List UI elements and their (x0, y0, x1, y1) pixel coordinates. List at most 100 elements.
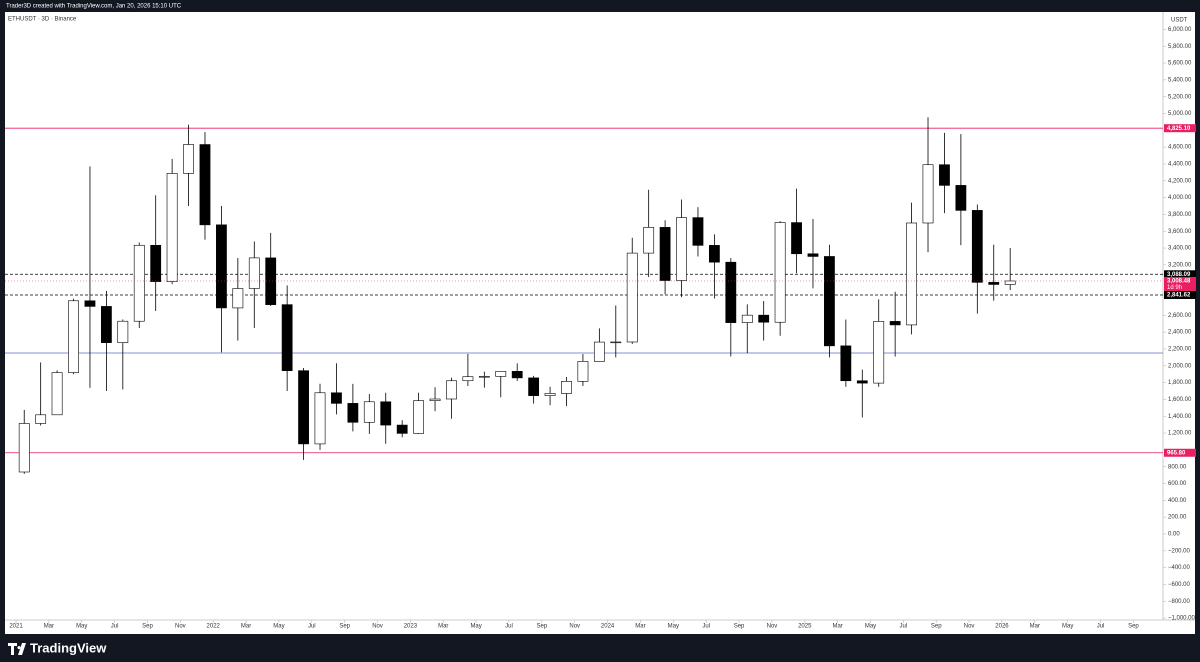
y-tick-label: 2,400.00 (1168, 330, 1192, 336)
candle-body (906, 222, 917, 326)
x-tick-label: Sep (339, 624, 350, 630)
candle-body (331, 392, 342, 404)
x-tick-label: Sep (1128, 624, 1139, 630)
candle-body (708, 245, 720, 263)
y-tick-label: −400.00 (1168, 565, 1191, 571)
y-tick-label: 1,600.00 (1168, 397, 1192, 403)
candle-body (133, 244, 145, 322)
candle-body (478, 376, 490, 378)
x-tick-label: Mar (438, 624, 448, 630)
candle-body (51, 372, 63, 416)
candle-body (774, 222, 786, 323)
y-tick-label: 3,800.00 (1168, 212, 1192, 218)
candle-body (873, 321, 885, 384)
candle-body (495, 371, 507, 377)
level-label: 965.80 (1167, 450, 1186, 456)
y-tick-label: 5,000.00 (1168, 111, 1192, 117)
candle-body (429, 398, 441, 401)
x-tick-label: Nov (372, 624, 383, 630)
x-tick-label: Jul (702, 624, 710, 630)
y-tick-label: 0.00 (1168, 532, 1180, 538)
y-tick-label: 2,600.00 (1168, 313, 1192, 319)
y-tick-label: −600.00 (1168, 582, 1191, 588)
x-tick-label: Jul (111, 624, 119, 630)
x-tick-label: May (1062, 624, 1073, 630)
candle-body (117, 320, 129, 343)
candle-body (939, 164, 950, 186)
y-tick-label: 400.00 (1168, 498, 1187, 504)
candle-body (725, 261, 737, 323)
candle-body (248, 257, 260, 289)
header: Trader3D created with TradingView.com, J… (6, 4, 182, 10)
candle-body (676, 217, 687, 281)
x-tick-label: 2024 (601, 624, 615, 630)
candle-body (281, 304, 293, 371)
candle-body (413, 400, 425, 434)
y-tick-label: 3,600.00 (1168, 229, 1192, 235)
x-tick-label: 2025 (798, 624, 812, 630)
candle-body (199, 144, 211, 226)
candle-body (1004, 280, 1016, 285)
x-tick-label: Sep (734, 624, 745, 630)
candle-body (741, 314, 753, 323)
level-label: 3,088.09 (1167, 272, 1191, 278)
level-label-bg (1164, 291, 1196, 300)
y-tick-label: −800.00 (1168, 599, 1191, 605)
candle-body (18, 423, 30, 473)
candle-body (511, 371, 523, 379)
candle-body (84, 300, 96, 307)
candle-body (314, 392, 326, 445)
y-tick-label: 5,200.00 (1168, 94, 1192, 100)
y-tick-label: 200.00 (1168, 515, 1187, 521)
x-tick-label: Mar (241, 624, 251, 630)
candle-body (988, 282, 1000, 285)
x-tick-label: 2023 (404, 624, 418, 630)
x-tick-label: May (668, 624, 679, 630)
x-tick-label: Jul (505, 624, 513, 630)
x-tick-label: Nov (569, 624, 580, 630)
y-tick-label: 2,200.00 (1168, 347, 1192, 353)
last-price-label: 3,008.48 (1167, 279, 1191, 285)
level-label: 2,841.62 (1167, 293, 1191, 299)
x-tick-label: Jul (900, 624, 908, 630)
candle-body (265, 257, 277, 305)
logo (8, 643, 26, 655)
x-tick-label: May (273, 624, 284, 630)
level-label-bg (1164, 270, 1196, 279)
x-tick-label: Mar (635, 624, 645, 630)
candle-body (462, 376, 474, 382)
candle-body (593, 341, 605, 362)
candle-body (150, 244, 162, 282)
candle-body (610, 341, 622, 344)
candle-body (856, 380, 868, 384)
y-tick-label: 4,200.00 (1168, 178, 1192, 184)
y-tick-label: 3,200.00 (1168, 262, 1192, 268)
y-tick-label: −1,000.00 (1168, 616, 1196, 622)
y-tick-label: 4,000.00 (1168, 195, 1192, 201)
y-tick-label: 5,800.00 (1168, 44, 1192, 50)
candle-body (396, 424, 408, 434)
y-tick-label: −200.00 (1168, 548, 1191, 554)
x-tick-label: May (865, 624, 876, 630)
x-tick-label: Nov (175, 624, 186, 630)
x-tick-label: Jul (308, 624, 316, 630)
candle-body (692, 217, 704, 246)
candle-body (922, 164, 934, 224)
level-label-bg (1164, 124, 1196, 133)
x-tick-label: Mar (1030, 624, 1040, 630)
candle-body (955, 185, 967, 211)
candle-body (232, 288, 244, 309)
chart-title: ETHUSDT · 3D · Binance (8, 17, 77, 23)
y-tick-label: 600.00 (1168, 481, 1187, 487)
candle-body (183, 144, 194, 174)
candle-body (100, 306, 112, 343)
y-tick-label: 4,400.00 (1168, 162, 1192, 168)
candle-body (840, 345, 852, 382)
brand: TradingView (30, 640, 107, 655)
x-tick-label: Nov (964, 624, 975, 630)
x-tick-label: 2021 (9, 624, 23, 630)
y-tick-label: 800.00 (1168, 464, 1187, 470)
currency: USDT (1171, 18, 1188, 24)
x-tick-label: May (76, 624, 87, 630)
